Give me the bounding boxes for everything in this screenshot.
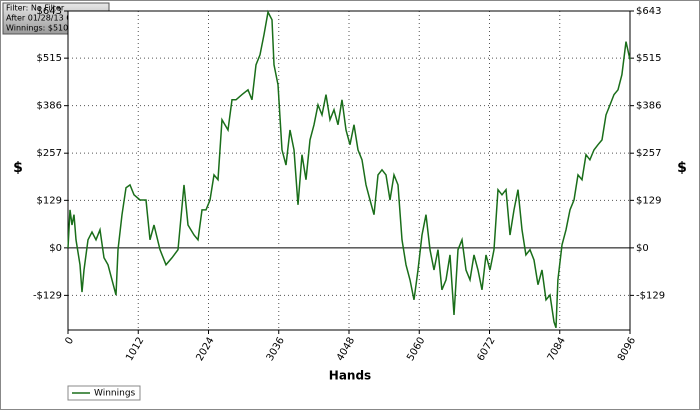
y-tick-label: $0 [49,243,62,254]
plot-area [68,11,630,330]
y-tick-label-right: $129 [636,195,661,206]
y-tick-label-right: $386 [636,101,661,112]
legend-label: Winnings [94,389,136,399]
y-tick-label: $643 [37,6,62,17]
info-text: Winnings: $510.80 [6,24,81,33]
plot-border [67,10,631,331]
y-tick-label: -$129 [33,290,62,301]
y-tick-label-right: -$129 [636,290,665,301]
y-axis-title: $ [13,160,23,176]
legend-box [67,385,141,401]
y-tick-label: $515 [37,53,62,64]
y-tick-label: $257 [37,148,62,159]
info-text: Filter: No Filter [6,4,65,13]
x-tick-label: 0 [63,336,76,347]
y-tick-label-right: $643 [636,6,661,17]
y-axis-title-right: $ [677,160,687,176]
y-tick-label-right: $0 [636,243,649,254]
x-axis-title: Hands [329,369,371,383]
info-text: After 01/28/13 00:00:07 [6,14,102,23]
y-tick-label: $129 [37,195,62,206]
series-line [67,9,631,329]
y-tick-label-right: $257 [636,148,661,159]
y-tick-label: $386 [37,101,62,112]
y-tick-label-right: $515 [636,53,661,64]
